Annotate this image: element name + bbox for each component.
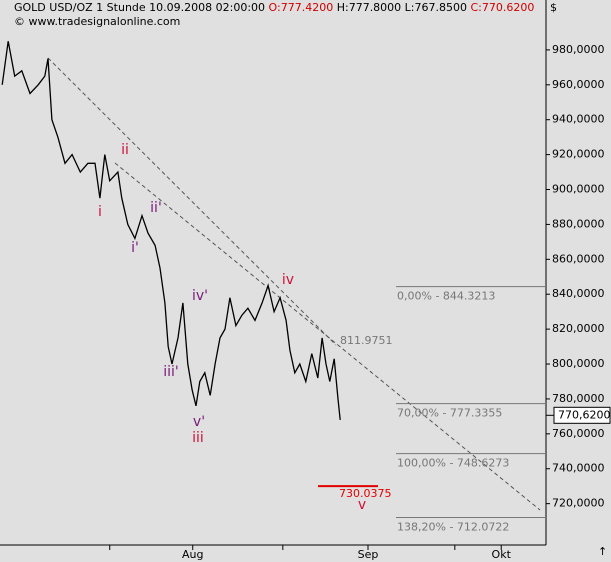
x-tick-label: Aug [182,548,203,561]
last-price-label: 770,6200 [558,408,611,421]
y-tick-label: 900,0000 [552,183,605,196]
wave-label: iii' [163,364,179,380]
trend-line [47,57,337,346]
wave-label: i' [131,240,139,256]
fib-label: 0,00% - 844.3213 [397,290,495,303]
header-part: C:770.6200 [471,1,535,14]
y-tick-label: 840,0000 [552,287,605,300]
fib-label: 100,00% - 748.6273 [397,457,509,470]
fib-label: 138,20% - 712.0722 [397,520,509,533]
y-tick-label: 940,0000 [552,113,605,126]
wave-label: ii [121,142,129,158]
target-label: 730.0375 [339,487,392,500]
y-tick-label: 980,0000 [552,43,605,56]
wave-label: ii' [150,200,162,216]
corner-arrow: ↑ [598,545,607,558]
header-part: O:777.4200 [269,1,334,14]
wave-label: v' [193,414,205,430]
wave-label: iii [192,430,204,446]
y-tick-label: 740,0000 [552,462,605,475]
currency: $ [550,1,557,14]
price-line [1,41,341,420]
x-tick-label: Okt [492,548,512,561]
fib-label: 70,00% - 777.3355 [397,407,502,420]
y-tick-label: 880,0000 [552,217,605,230]
wave-label: v [358,497,366,513]
y-tick-label: 800,0000 [552,357,605,370]
header-part: GOLD USD/OZ 1 Stunde 10.09.2008 02:00:00 [14,1,269,14]
x-tick-label: Sep [358,548,379,561]
y-tick-label: 860,0000 [552,252,605,265]
header-part: H:777.8000 L:767.8500 [333,1,470,14]
y-tick-label: 920,0000 [552,148,605,161]
level-label: 811.9751 [340,334,393,347]
y-tick-label: 780,0000 [552,392,605,405]
y-tick-label: 960,0000 [552,78,605,91]
last-price-box [553,406,611,424]
y-tick-label: 820,0000 [552,322,605,335]
wave-label: iv' [192,288,208,304]
header: GOLD USD/OZ 1 Stunde 10.09.2008 02:00:00… [14,1,534,14]
wave-label: i [98,204,102,220]
y-tick-label: 760,0000 [552,427,605,440]
trend-line [114,162,541,511]
watermark: © www.tradesignalonline.com [14,15,180,28]
wave-label: iv [282,272,294,288]
y-tick-label: 720,0000 [552,497,605,510]
